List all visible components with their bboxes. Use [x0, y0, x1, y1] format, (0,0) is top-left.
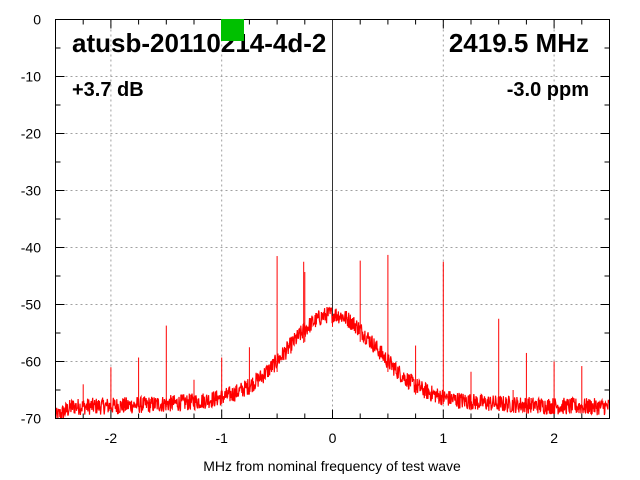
- gain-label: +3.7 dB: [72, 79, 144, 101]
- y-tick-label: -50: [21, 297, 41, 313]
- x-axis-label: MHz from nominal frequency of test wave: [203, 458, 461, 474]
- frequency-label: 2419.5 MHz: [449, 28, 589, 58]
- x-tick-label: 1: [439, 430, 447, 446]
- x-tick-label: 2: [550, 430, 558, 446]
- x-tick-label: -1: [215, 430, 228, 446]
- y-tick-label: -40: [21, 240, 41, 256]
- y-tick-label: -10: [21, 69, 41, 85]
- y-tick-label: -20: [21, 126, 41, 142]
- ppm-label: -3.0 ppm: [507, 79, 589, 101]
- x-tick-label: 0: [329, 430, 337, 446]
- y-tick-label: 0: [33, 12, 41, 28]
- spectrum-series: [54, 19, 610, 420]
- y-tick-label: -70: [21, 411, 41, 427]
- x-tick-label: -2: [105, 430, 118, 446]
- y-tick-label: -30: [21, 183, 41, 199]
- plot-frame: [55, 19, 610, 419]
- chart-title: atusb-20110214-4d-2: [72, 28, 326, 58]
- status-indicator: [221, 19, 244, 41]
- y-tick-label: -60: [21, 354, 41, 370]
